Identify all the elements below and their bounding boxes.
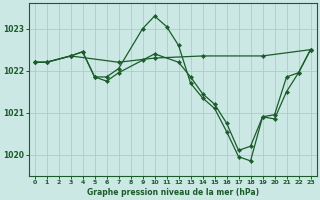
X-axis label: Graphe pression niveau de la mer (hPa): Graphe pression niveau de la mer (hPa) — [86, 188, 259, 197]
